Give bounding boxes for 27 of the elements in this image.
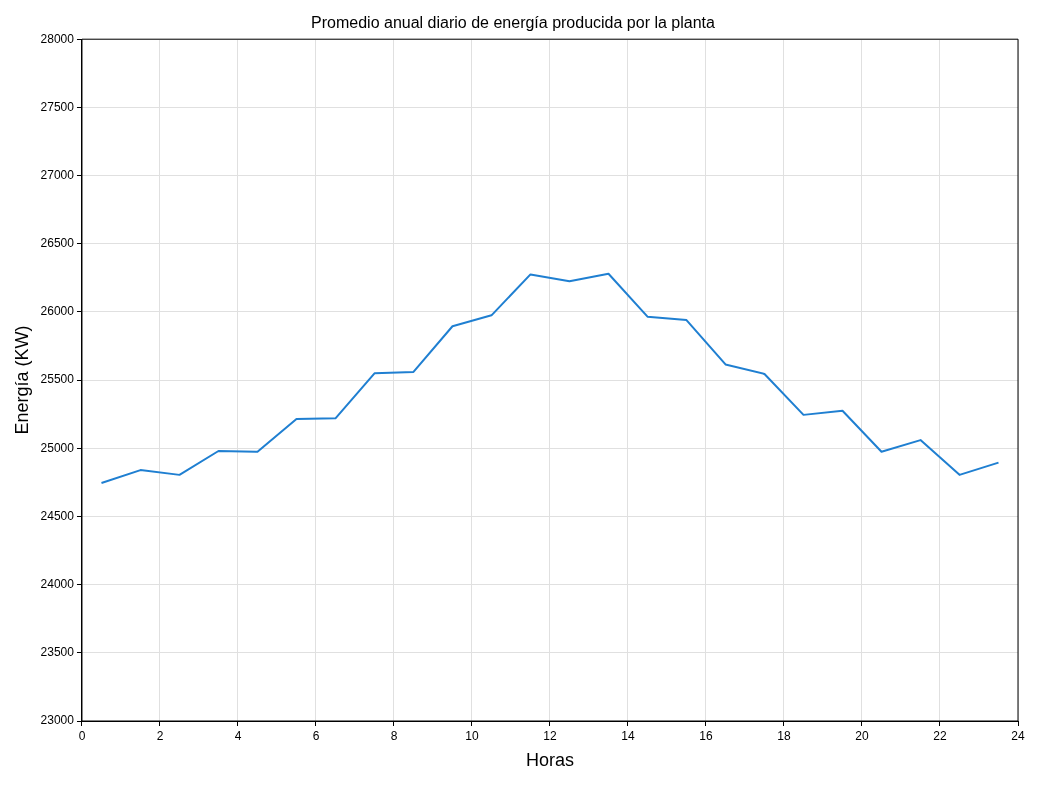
- y-tick-label: 24000: [40, 576, 75, 591]
- y-tick-label: 27000: [40, 167, 75, 182]
- x-tick-label: 6: [312, 728, 320, 743]
- y-tick-label: 23500: [40, 645, 75, 660]
- x-tick-label: 4: [234, 728, 242, 743]
- x-tick-label: 24: [1011, 728, 1025, 743]
- y-tick-label: 25000: [40, 440, 75, 455]
- chart-title: Promedio anual diario de energía producida por la planta: [311, 14, 716, 32]
- y-tick-label: 24500: [40, 508, 75, 523]
- x-tick-label: 8: [390, 728, 398, 743]
- x-tick-label: 2: [156, 728, 164, 743]
- x-axis-title: Horas: [525, 750, 574, 771]
- x-tick-label: 14: [621, 728, 635, 743]
- x-tick-label: 18: [777, 728, 791, 743]
- y-tick-label: 27500: [40, 99, 75, 114]
- x-tick-label: 16: [699, 728, 713, 743]
- y-tick-label: 25500: [40, 372, 75, 387]
- y-tick-label: 28000: [40, 31, 75, 46]
- y-tick-label: 26000: [40, 304, 75, 319]
- y-tick-label: 26500: [40, 236, 75, 251]
- y-axis-title: Energía (KW): [11, 325, 32, 435]
- x-tick-label: 10: [465, 728, 479, 743]
- x-tick-label: 0: [78, 728, 86, 743]
- x-tick-label: 20: [855, 728, 869, 743]
- y-tick-label: 23000: [40, 713, 75, 728]
- x-tick-label: 12: [543, 728, 557, 743]
- x-tick-label: 22: [933, 728, 947, 743]
